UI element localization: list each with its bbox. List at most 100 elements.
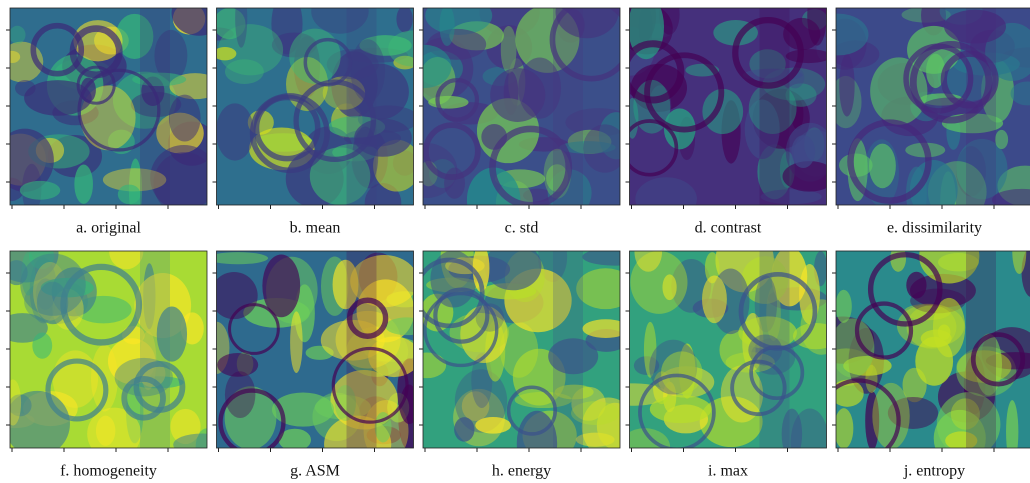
texture-ring: [76, 65, 116, 105]
texture-blob: [454, 369, 508, 433]
texture-ring: [346, 297, 389, 339]
texture-blob: [74, 164, 93, 204]
texture-blob: [109, 251, 144, 270]
texture-blob: [278, 428, 312, 448]
texture-blob: [324, 415, 392, 448]
texture-strip: [759, 251, 790, 448]
image-panel: [216, 251, 414, 448]
caption: j. entropy: [903, 463, 965, 480]
texture-blob: [216, 8, 246, 40]
image-panel: [836, 251, 1030, 448]
texture-blob: [945, 431, 978, 448]
texture-blob: [906, 271, 927, 299]
texture-blob: [571, 401, 620, 426]
texture-blob: [839, 153, 873, 178]
texture-blob: [760, 189, 822, 205]
texture-blob: [1006, 400, 1019, 448]
texture-ring: [303, 37, 353, 87]
texture-blob: [565, 108, 620, 137]
caption: g. ASM: [290, 463, 340, 480]
texture-blob: [475, 417, 512, 434]
texture-strip: [346, 251, 377, 448]
texture-blob: [956, 138, 1008, 200]
texture-ring: [69, 25, 123, 79]
texture-blob: [781, 408, 803, 448]
texture-ring: [60, 263, 143, 346]
texture-blob: [909, 160, 958, 205]
texture-blob: [522, 188, 553, 203]
texture-strip: [966, 251, 996, 448]
texture-blob: [839, 54, 855, 117]
texture-blob: [671, 258, 712, 313]
texture-ring: [909, 40, 993, 124]
texture-blob: [102, 168, 167, 192]
texture-blob: [289, 28, 341, 84]
texture-blob: [224, 386, 277, 448]
texture-blob: [630, 251, 688, 314]
texture-blob: [741, 256, 789, 304]
texture-blob: [836, 13, 869, 56]
texture-ring: [423, 122, 481, 181]
texture-blob: [909, 273, 976, 308]
caption: i. max: [708, 463, 748, 480]
texture-blob: [224, 59, 264, 85]
texture-blob: [154, 29, 188, 82]
texture-blob: [702, 88, 744, 135]
texture-blob: [514, 391, 572, 409]
texture-blob: [388, 30, 414, 67]
texture-ring: [489, 125, 573, 205]
texture-ring: [970, 332, 1026, 387]
texture-blob: [634, 251, 663, 272]
texture-blob: [554, 384, 594, 400]
texture-blob: [633, 356, 660, 375]
texture-strip: [140, 251, 170, 448]
image-panel: [629, 8, 827, 205]
caption: h. energy: [492, 463, 551, 480]
texture-blob: [582, 319, 620, 339]
texture-blob: [596, 402, 620, 448]
texture-blob: [902, 367, 927, 403]
texture-blob: [216, 103, 255, 161]
texture-blob: [156, 306, 188, 362]
texture-blob: [995, 129, 1009, 150]
texture-blob: [272, 392, 335, 427]
texture-blob: [173, 433, 207, 448]
texture-blob: [872, 382, 910, 448]
texture-ring: [867, 251, 943, 327]
texture-blob: [235, 8, 248, 48]
texture-blob: [932, 297, 966, 358]
image-panel: [629, 251, 827, 448]
texture-blob: [117, 184, 141, 205]
texture-ring: [228, 303, 280, 355]
texture-blob: [439, 8, 455, 47]
texture-blob: [428, 95, 469, 109]
texture-blob: [944, 9, 1006, 44]
texture-ring: [45, 358, 109, 422]
texture-blob: [95, 415, 116, 446]
texture-ring: [940, 50, 999, 109]
texture-blob: [216, 252, 269, 265]
texture-ring: [732, 16, 804, 89]
caption: c. std: [505, 220, 539, 237]
texture-blob: [843, 355, 892, 376]
texture-blob: [785, 83, 817, 107]
texture-ring: [644, 52, 725, 133]
texture-blob: [785, 49, 827, 64]
texture-blob: [649, 395, 712, 424]
texture-blob: [454, 417, 475, 442]
texture-blob: [461, 391, 490, 422]
texture-blob: [80, 85, 136, 151]
texture-ring: [435, 77, 480, 122]
texture-ring: [836, 378, 901, 448]
texture-blob: [490, 68, 546, 122]
texture-strip: [553, 8, 583, 205]
texture-blob: [19, 180, 61, 200]
texture-blob: [785, 66, 805, 89]
texture-blob: [217, 353, 259, 377]
texture-blob: [744, 99, 780, 160]
texture-blob: [836, 379, 864, 407]
texture-blob: [500, 25, 517, 74]
texture-blob: [643, 321, 657, 378]
texture-blob: [290, 311, 303, 374]
